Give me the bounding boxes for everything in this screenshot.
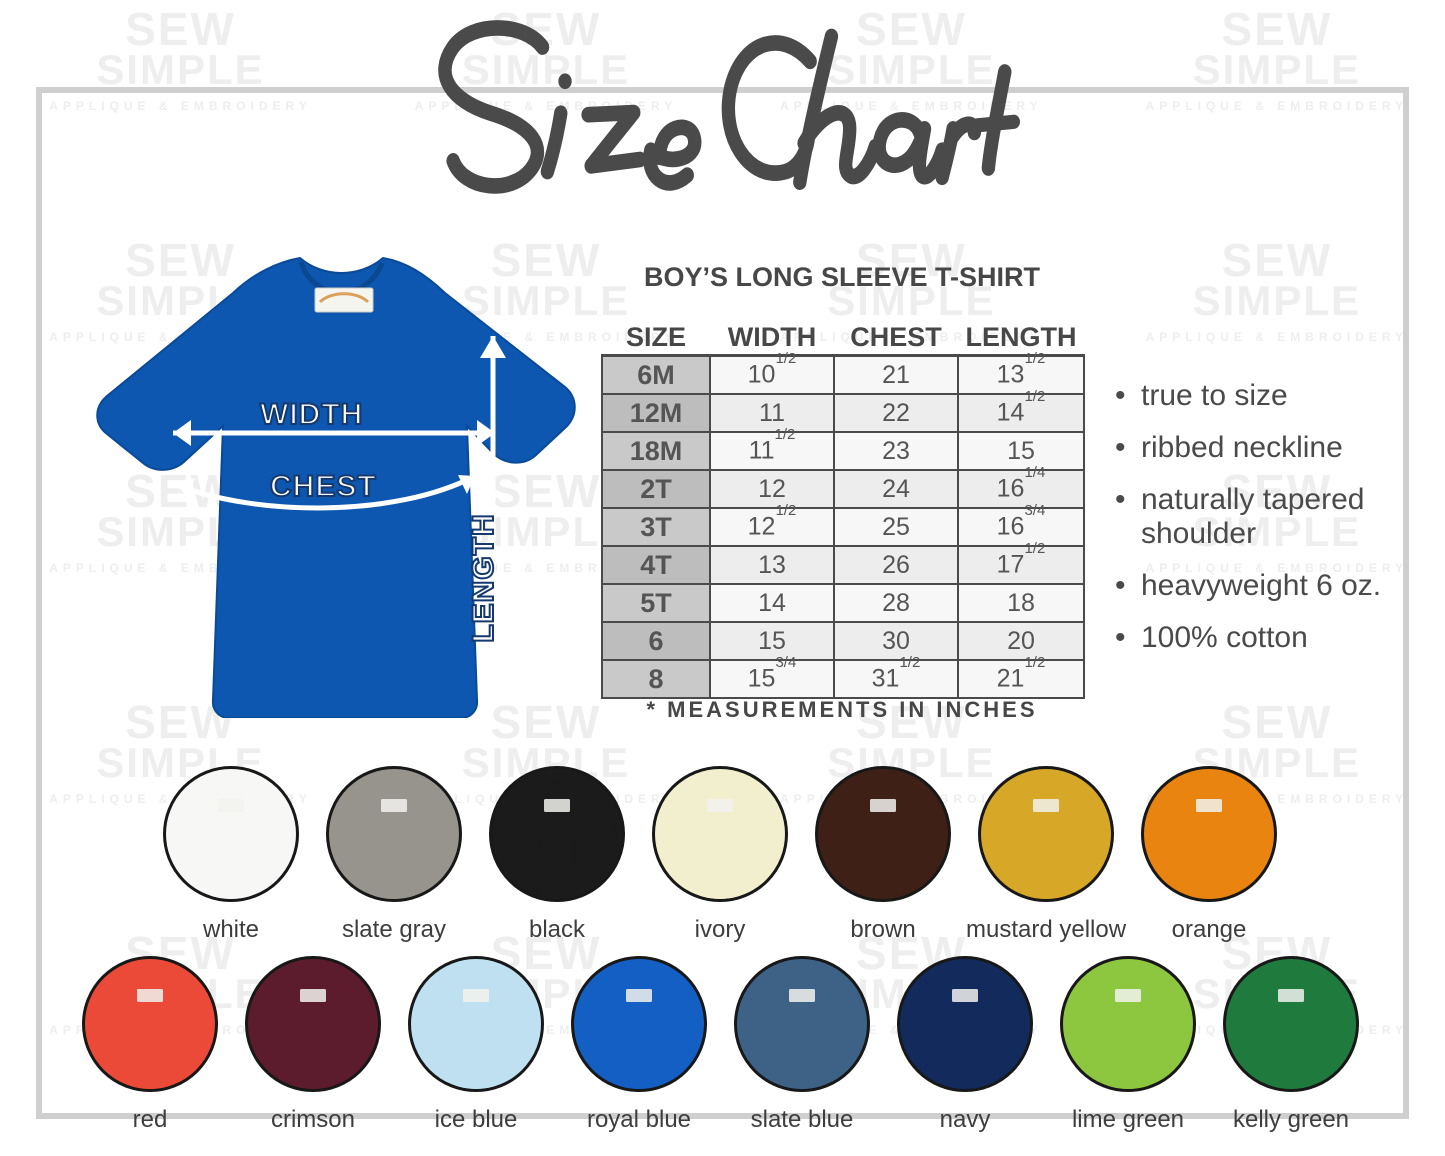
svg-text:CHEST: CHEST — [270, 470, 377, 503]
svg-text:WIDTH: WIDTH — [260, 398, 363, 431]
svg-text:LENGTH: LENGTH — [467, 513, 500, 642]
